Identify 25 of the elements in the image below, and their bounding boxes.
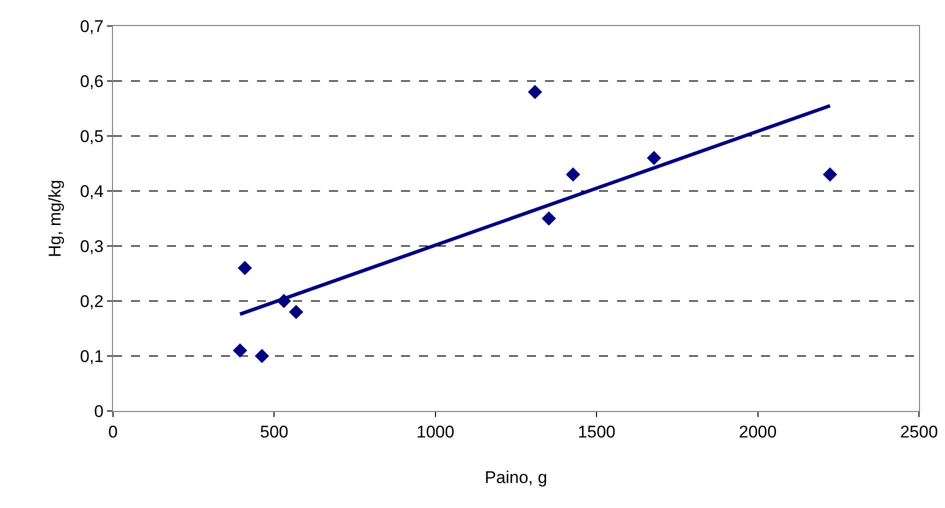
x-tick-label: 1500 bbox=[578, 422, 616, 442]
point bbox=[528, 84, 542, 100]
point bbox=[288, 304, 304, 320]
y-tick-label: 0,3 bbox=[80, 236, 104, 256]
x-tick-label: 500 bbox=[260, 422, 288, 442]
point bbox=[646, 150, 662, 166]
x-axis-title: Paino, g bbox=[484, 468, 548, 487]
point bbox=[232, 343, 248, 358]
point bbox=[566, 167, 580, 182]
point bbox=[822, 167, 838, 182]
point bbox=[238, 260, 252, 276]
x-tick-label: 2500 bbox=[900, 422, 938, 442]
y-axis-title: Hg, mg/kg bbox=[46, 180, 65, 258]
y-tick-label: 0,2 bbox=[80, 292, 104, 311]
y-tick-label: 0,5 bbox=[80, 126, 104, 146]
point bbox=[542, 211, 556, 226]
y-tick-label: 0,6 bbox=[80, 72, 104, 91]
x-tick-label: 2000 bbox=[738, 422, 777, 442]
x-tick-label: 1000 bbox=[416, 422, 454, 442]
y-tick-label: 0 bbox=[94, 402, 104, 421]
x-tick-label: 0 bbox=[108, 422, 118, 442]
y-tick-label: 0,7 bbox=[80, 16, 104, 36]
y-tick-label: 0,1 bbox=[80, 346, 104, 366]
point bbox=[254, 348, 270, 364]
y-tick-label: 0,4 bbox=[80, 182, 104, 201]
